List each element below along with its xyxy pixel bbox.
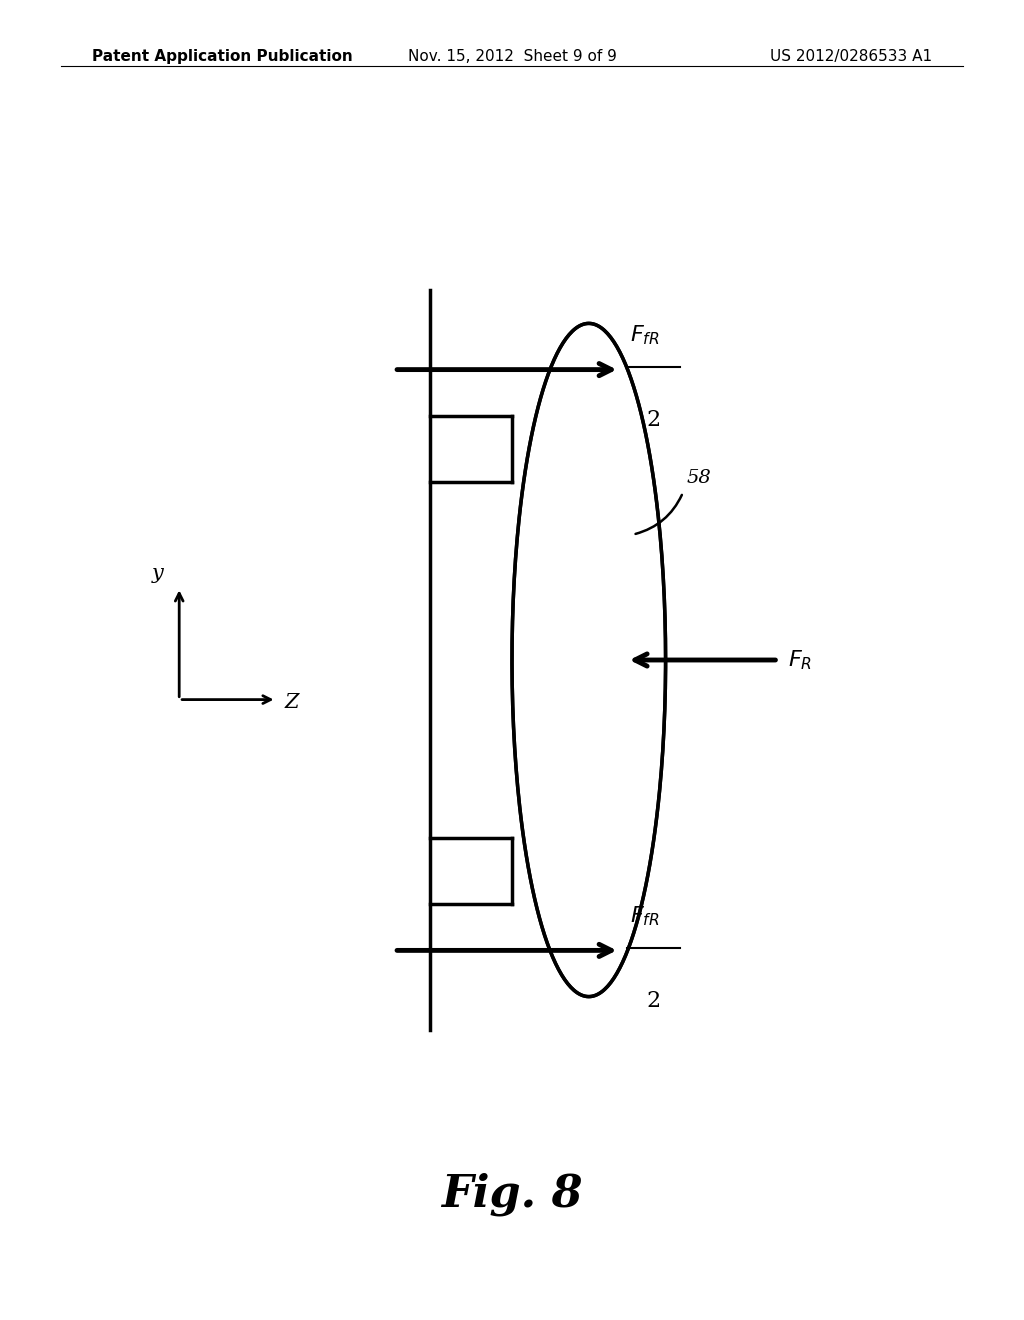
- Text: Nov. 15, 2012  Sheet 9 of 9: Nov. 15, 2012 Sheet 9 of 9: [408, 49, 616, 63]
- Text: $F_{fR}$: $F_{fR}$: [630, 323, 659, 347]
- Text: 2: 2: [646, 409, 660, 432]
- Text: Z: Z: [285, 693, 299, 711]
- Text: 2: 2: [646, 990, 660, 1012]
- Text: Fig. 8: Fig. 8: [441, 1173, 583, 1216]
- Text: Patent Application Publication: Patent Application Publication: [92, 49, 353, 63]
- Text: $F_R$: $F_R$: [788, 648, 813, 672]
- Text: y: y: [153, 565, 164, 583]
- Text: 58: 58: [686, 469, 711, 487]
- Polygon shape: [512, 323, 666, 997]
- Text: US 2012/0286533 A1: US 2012/0286533 A1: [770, 49, 932, 63]
- Text: $F_{fR}$: $F_{fR}$: [630, 904, 659, 928]
